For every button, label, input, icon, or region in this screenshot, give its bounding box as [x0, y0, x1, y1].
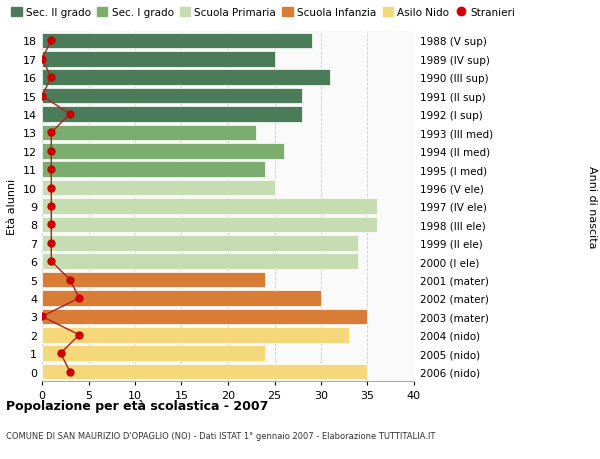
Text: Anni di nascita: Anni di nascita [587, 165, 597, 248]
Bar [42, 309, 368, 325]
Bar [42, 125, 256, 141]
Text: Popolazione per età scolastica - 2007: Popolazione per età scolastica - 2007 [6, 399, 268, 412]
Bar [42, 364, 368, 380]
Bar [42, 70, 331, 86]
Bar [42, 346, 265, 361]
Bar [42, 254, 358, 269]
Bar [42, 291, 321, 306]
Bar [42, 89, 302, 104]
Legend: Sec. II grado, Sec. I grado, Scuola Primaria, Scuola Infanzia, Asilo Nido, Stran: Sec. II grado, Sec. I grado, Scuola Prim… [11, 7, 515, 18]
Bar [42, 217, 377, 233]
Text: COMUNE DI SAN MAURIZIO D'OPAGLIO (NO) - Dati ISTAT 1° gennaio 2007 - Elaborazion: COMUNE DI SAN MAURIZIO D'OPAGLIO (NO) - … [6, 431, 436, 441]
Bar [42, 107, 302, 123]
Bar [42, 235, 358, 251]
Bar [42, 272, 265, 288]
Bar [42, 199, 377, 214]
Bar [42, 144, 284, 159]
Bar [42, 327, 349, 343]
Bar [42, 34, 312, 49]
Y-axis label: Età alunni: Età alunni [7, 179, 17, 235]
Bar [42, 162, 265, 178]
Bar [42, 180, 275, 196]
Bar [42, 52, 275, 67]
